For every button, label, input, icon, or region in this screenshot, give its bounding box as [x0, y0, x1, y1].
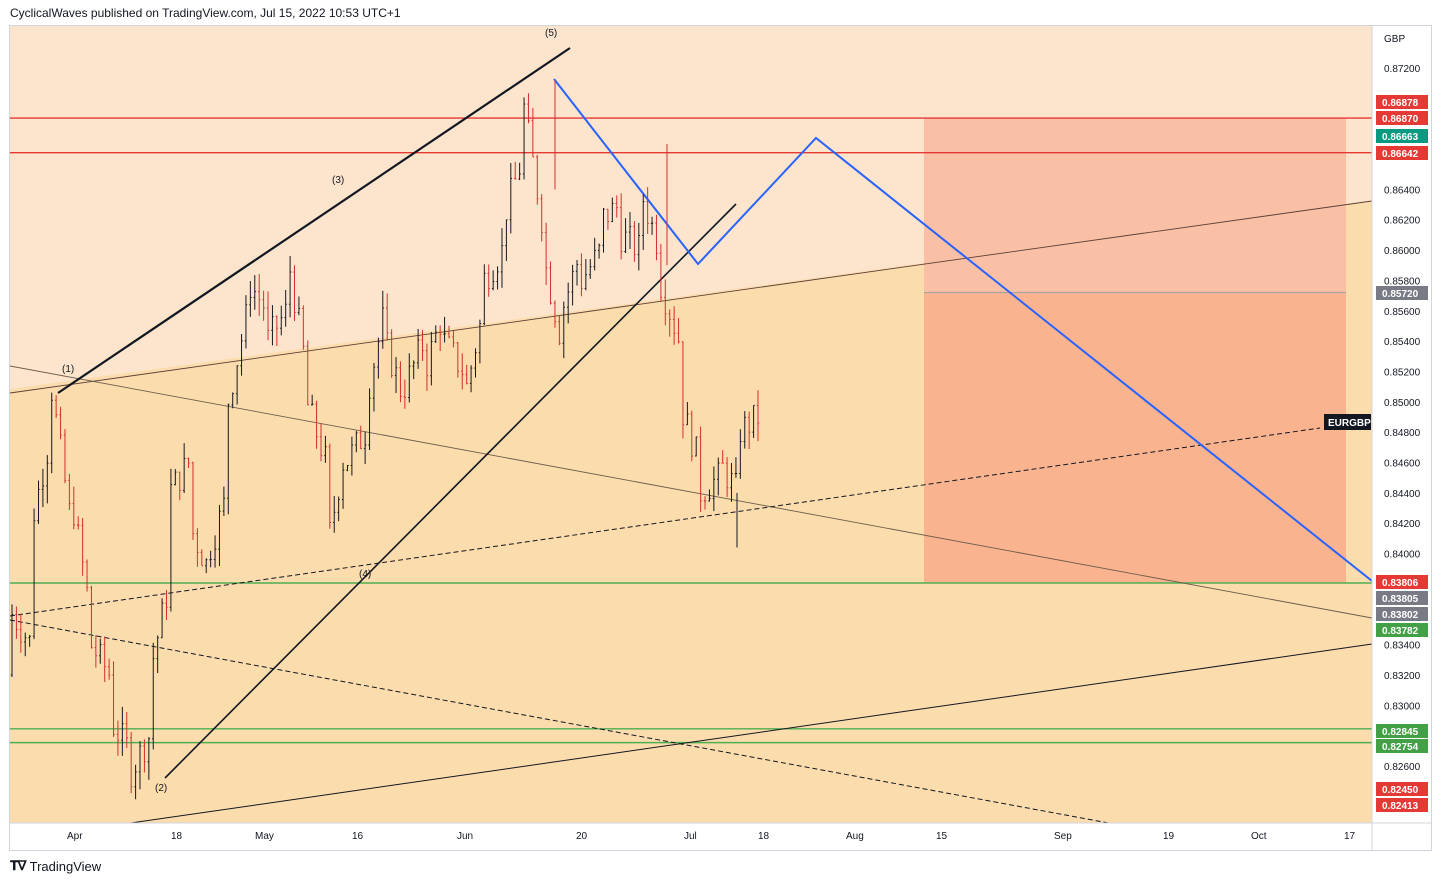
x-tick-label: 17 — [1344, 831, 1356, 842]
price-tag-label: 0.83782 — [1382, 626, 1419, 637]
y-tick-label: 0.83000 — [1384, 701, 1421, 712]
x-tick-label: Jun — [457, 831, 473, 842]
price-tag-label: 0.86878 — [1382, 98, 1419, 109]
price-tag-label: 0.82450 — [1382, 785, 1419, 796]
target-zone-upper — [924, 118, 1346, 293]
wave-label: (3) — [332, 175, 344, 186]
y-tick-label: 0.83400 — [1384, 641, 1421, 652]
y-tick-label: 0.86200 — [1384, 216, 1421, 227]
price-tag-label: 0.86870 — [1382, 114, 1419, 125]
price-tag — [1376, 95, 1428, 109]
price-tag — [1376, 782, 1428, 796]
wave-upper-trendline — [57, 47, 571, 394]
x-tick-label: Jul — [684, 831, 697, 842]
price-tag — [1376, 798, 1428, 812]
price-tag — [1376, 739, 1428, 753]
x-tick-label: Oct — [1251, 831, 1267, 842]
y-tick-label: 0.87200 — [1384, 64, 1421, 75]
y-tick-label: 0.84800 — [1384, 428, 1421, 439]
brand-name: TradingView — [29, 858, 102, 874]
y-tick-label: 0.85600 — [1384, 307, 1421, 318]
x-tick-label: Sep — [1054, 831, 1072, 842]
projection-path — [553, 78, 1373, 582]
y-tick-label: 0.82600 — [1384, 762, 1421, 773]
price-tag — [1376, 607, 1428, 621]
wave-label: (1) — [62, 364, 74, 375]
price-tag — [1376, 575, 1428, 589]
price-tag — [1376, 111, 1428, 125]
y-tick-label: 0.85200 — [1384, 367, 1421, 378]
footer-brand: 𝐓∇ TradingView — [10, 858, 101, 874]
chart-pane[interactable]: (1) (2) (3) (4) (5) EURGBP GBP 0.87200 0.86400 0… — [9, 25, 1432, 851]
price-tag-label: 0.82413 — [1382, 801, 1419, 812]
price-tag — [1376, 623, 1428, 637]
currency-label: GBP — [1384, 34, 1405, 45]
y-tick-label: 0.85000 — [1384, 398, 1421, 409]
x-tick-label: 20 — [576, 831, 588, 842]
price-tag-label: 0.86663 — [1382, 132, 1419, 143]
price-tag-label: 0.82754 — [1382, 742, 1419, 753]
price-tag-label: 0.83805 — [1382, 594, 1419, 605]
y-tick-label: 0.84400 — [1384, 489, 1421, 500]
price-tag — [1376, 129, 1428, 143]
price-tag-label: 0.83802 — [1382, 610, 1419, 621]
x-tick-label: 16 — [352, 831, 364, 842]
bg-upper-zone — [10, 26, 1372, 389]
price-tag — [1376, 146, 1428, 160]
channel-lower-line — [109, 643, 1373, 827]
target-zone-lower — [924, 292, 1346, 584]
symbol-tag — [1324, 414, 1371, 430]
publisher-line: CyclicalWaves published on TradingView.c… — [10, 6, 401, 20]
symbol-tag-label: EURGBP — [1328, 418, 1371, 429]
y-tick-label: 0.86400 — [1384, 185, 1421, 196]
price-axis[interactable] — [1372, 26, 1431, 850]
x-tick-label: 18 — [171, 831, 183, 842]
tradingview-logo-icon[interactable]: 𝐓∇ — [10, 858, 27, 873]
wave-label: (5) — [545, 28, 557, 39]
price-chart[interactable]: (1) (2) (3) (4) (5) EURGBP GBP 0.87200 0.86400 0… — [10, 26, 1431, 850]
wave-lower-trendline — [164, 203, 737, 779]
time-axis[interactable] — [10, 823, 1372, 850]
price-tag-label: 0.85720 — [1382, 289, 1419, 300]
channel-upper-line — [10, 200, 1373, 394]
y-tick-label: 0.83200 — [1384, 671, 1421, 682]
dashed-median-line — [10, 427, 1321, 617]
y-tick-label: 0.84200 — [1384, 519, 1421, 530]
wave-label: (2) — [155, 783, 167, 794]
y-tick-label: 0.84600 — [1384, 459, 1421, 470]
descending-line — [10, 365, 1373, 619]
dashed-lower-line — [10, 619, 1126, 827]
price-tag-label: 0.83806 — [1382, 578, 1419, 589]
price-tag-label: 0.86642 — [1382, 149, 1419, 160]
x-tick-label: 19 — [1163, 831, 1175, 842]
x-tick-label: Aug — [846, 831, 864, 842]
price-tag — [1376, 286, 1428, 300]
y-tick-label: 0.85800 — [1384, 276, 1421, 287]
price-tag — [1376, 724, 1428, 738]
x-tick-label: Apr — [67, 831, 83, 842]
x-tick-label: 18 — [758, 831, 770, 842]
price-tag — [1376, 591, 1428, 605]
y-tick-label: 0.85400 — [1384, 337, 1421, 348]
price-tag-label: 0.82845 — [1382, 727, 1419, 738]
wave-label: (4) — [359, 569, 371, 580]
x-tick-label: 15 — [936, 831, 948, 842]
y-tick-label: 0.84000 — [1384, 550, 1421, 561]
y-tick-label: 0.86000 — [1384, 246, 1421, 257]
x-tick-label: May — [255, 831, 274, 842]
